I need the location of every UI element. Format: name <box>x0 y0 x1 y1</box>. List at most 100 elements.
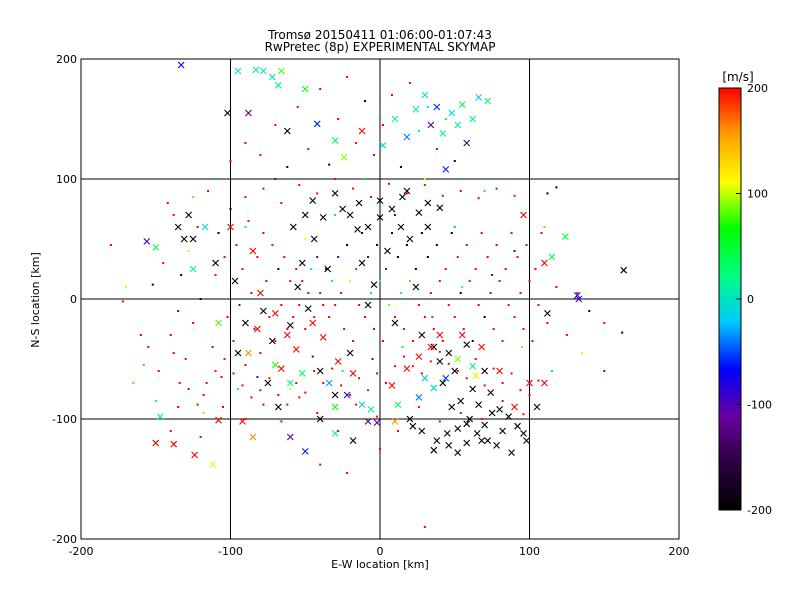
data-point-dot <box>405 192 408 195</box>
data-point-x-marker <box>254 325 261 333</box>
data-point-x-marker <box>511 403 518 411</box>
data-point-dot <box>453 160 456 162</box>
data-point-dot <box>214 274 217 276</box>
data-point-dot <box>522 413 525 416</box>
data-point-dot <box>402 355 405 358</box>
data-point-dot <box>543 226 546 228</box>
data-point-x-marker <box>249 247 257 255</box>
data-point-dot <box>296 106 299 108</box>
data-point-x-marker <box>310 235 318 243</box>
data-point-dot <box>364 178 367 180</box>
data-point-x-marker <box>463 341 471 348</box>
data-point-x-marker <box>403 365 411 372</box>
data-point-dot <box>151 283 154 286</box>
data-point-dot <box>420 372 423 375</box>
data-point-x-marker <box>415 394 423 401</box>
data-point-x-marker <box>249 433 257 441</box>
data-point-x-marker <box>331 137 339 144</box>
data-point-dot <box>447 362 450 365</box>
data-point-dot <box>184 358 187 360</box>
data-point-dot <box>483 384 486 387</box>
chart-title: Tromsø 20150411 01:06:00-01:07:43 <box>268 28 492 42</box>
data-point-dot <box>540 232 543 234</box>
data-point-dot <box>438 350 441 353</box>
data-point-x-marker <box>331 391 339 399</box>
data-point-x-marker <box>484 97 492 105</box>
data-point-dot <box>192 322 195 324</box>
data-point-dot <box>222 406 225 408</box>
data-point-dot <box>304 238 307 240</box>
data-point-dot <box>414 268 417 270</box>
data-point-x-marker <box>478 343 486 351</box>
data-point-dot <box>124 286 127 288</box>
data-point-x-marker <box>430 384 438 392</box>
data-point-dot <box>187 250 190 252</box>
data-point-dot <box>381 124 384 126</box>
data-point-dot <box>444 118 447 120</box>
x-tick-label: -100 <box>218 545 243 558</box>
data-point-dot <box>331 280 334 282</box>
data-point-x-marker <box>286 322 294 329</box>
colorbar-tick-label: -200 <box>747 504 772 517</box>
data-point-dot <box>334 304 337 306</box>
data-point-dot <box>438 420 441 423</box>
data-point-x-marker <box>488 409 496 417</box>
data-point-dot <box>310 268 313 270</box>
grid-lines <box>81 59 679 539</box>
data-point-x-marker <box>412 283 420 291</box>
data-point-dot <box>142 364 145 366</box>
data-point-dot <box>468 280 471 282</box>
data-point-x-marker <box>448 109 456 117</box>
data-point-dot <box>319 292 322 294</box>
data-point-dot <box>504 268 507 270</box>
data-point-dot <box>576 292 579 294</box>
data-point-x-marker <box>487 389 495 396</box>
data-point-dot <box>420 232 423 234</box>
data-point-x-marker <box>212 259 219 267</box>
data-point-dot <box>355 142 358 144</box>
data-point-x-marker <box>325 379 333 387</box>
y-tick-label: 100 <box>56 173 77 186</box>
data-point-dot <box>364 100 367 102</box>
data-point-dot <box>298 184 301 186</box>
data-point-x-marker <box>364 301 372 309</box>
data-point-dot <box>453 226 456 228</box>
data-point-dot <box>546 192 549 195</box>
data-point-dot <box>301 280 304 282</box>
data-point-dot <box>349 394 352 396</box>
data-point-dot <box>295 382 298 384</box>
data-point-dot <box>187 388 190 390</box>
data-point-x-marker <box>358 259 366 267</box>
data-point-x-marker <box>445 349 453 357</box>
data-point-x-marker <box>406 235 414 243</box>
data-point-x-marker <box>340 154 348 161</box>
data-point-dot <box>373 154 376 156</box>
data-point-dot <box>370 196 373 198</box>
data-point-x-marker <box>201 223 209 231</box>
data-point-dot <box>172 352 175 354</box>
data-point-x-marker <box>260 67 267 75</box>
data-point-x-marker <box>523 437 530 444</box>
data-point-dot <box>387 304 390 306</box>
data-point-x-marker <box>376 197 384 204</box>
colorbar-tick-label: 200 <box>747 82 768 95</box>
data-point-x-marker <box>481 367 489 375</box>
data-point-x-marker <box>289 223 297 231</box>
data-point-x-marker <box>286 379 294 387</box>
data-point-dot <box>621 331 624 334</box>
data-point-dot <box>435 148 438 150</box>
data-point-dot <box>393 316 396 318</box>
data-point-dot <box>379 280 381 282</box>
data-point-dot <box>396 256 399 258</box>
data-point-dot <box>483 316 486 318</box>
x-tick-label: 200 <box>669 545 690 558</box>
data-point-dot <box>121 300 124 303</box>
data-point-x-marker <box>170 440 178 448</box>
data-point-dot <box>432 328 435 330</box>
data-point-dot <box>423 526 426 528</box>
data-point-dot <box>280 202 283 204</box>
data-point-x-marker <box>331 403 339 411</box>
data-point-dot <box>373 328 376 330</box>
data-point-dot <box>214 178 217 180</box>
data-point-dot <box>340 384 343 387</box>
